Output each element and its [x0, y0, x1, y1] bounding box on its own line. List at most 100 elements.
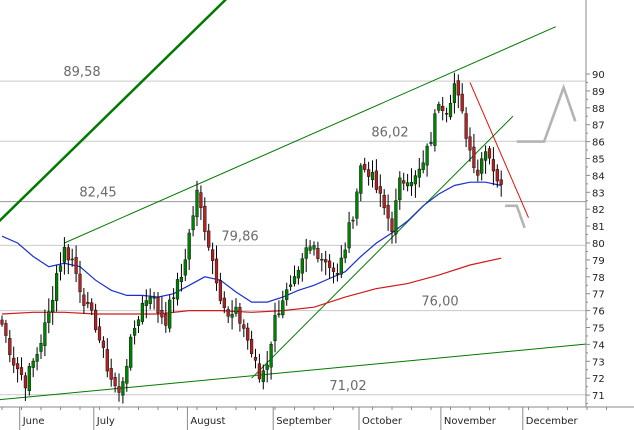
price-tick-label: 71 [592, 391, 605, 402]
candle-body [468, 136, 472, 151]
candle-body [125, 366, 129, 384]
grid-lines [0, 80, 586, 396]
candle-body [370, 171, 375, 181]
month-label: October [362, 416, 403, 427]
candle-body [218, 280, 222, 301]
price-tick-label: 72 [592, 374, 605, 385]
candle-body [456, 80, 460, 96]
candle-body [285, 289, 289, 300]
candle-body [35, 354, 39, 362]
candle-body [433, 113, 437, 146]
candle-body [265, 364, 269, 370]
candle-body [480, 158, 484, 174]
trend-lines [0, 0, 619, 401]
candle-body [491, 159, 495, 172]
candle-body [390, 218, 394, 233]
trendline [64, 26, 557, 244]
candle-body [27, 366, 31, 392]
candle-body [117, 386, 121, 393]
level-label: 76,00 [421, 295, 458, 310]
candles [0, 72, 503, 404]
candle-body [406, 182, 410, 187]
moving-average-line [1, 257, 502, 315]
month-label: December [526, 416, 579, 427]
candle-body [277, 313, 281, 316]
moving-averages [1, 181, 502, 315]
candle-body [183, 259, 187, 276]
candle-body [226, 309, 230, 317]
candle-body [445, 112, 449, 115]
projection-line [505, 204, 526, 229]
level-label: 79,86 [221, 229, 258, 244]
candle-body [269, 343, 273, 368]
candle-body [351, 219, 355, 222]
month-label: November [444, 416, 497, 427]
candle-body [367, 169, 371, 177]
candle-body [23, 375, 27, 389]
candle-body [448, 103, 453, 118]
price-tick-label: 75 [592, 324, 605, 335]
month-label: August [190, 416, 225, 427]
candle-body [441, 106, 445, 111]
price-tick-label: 90 [592, 70, 605, 81]
projection-lines [505, 83, 577, 229]
candle-body [253, 356, 258, 361]
level-labels: 89,58 86,02 82,45 79,86 76,00 71,02 [63, 65, 458, 394]
candle-body [101, 340, 105, 348]
projection-line [516, 83, 577, 143]
candle-body [171, 297, 176, 299]
candle-body [129, 336, 133, 368]
candle-body [273, 315, 277, 342]
candle-body [324, 259, 328, 263]
candle-body [144, 300, 148, 306]
candle-body [191, 215, 195, 231]
candle-body [460, 93, 464, 112]
candle-body [304, 247, 308, 259]
candle-body [339, 257, 343, 275]
candle-body [199, 192, 203, 208]
candle-body [257, 363, 261, 380]
candle-body [179, 277, 183, 282]
candle-body [222, 297, 226, 308]
trendline [469, 82, 529, 218]
candle-body [378, 186, 382, 194]
candle-body [86, 302, 90, 305]
candle-body [464, 113, 468, 139]
price-tick-label: 78 [592, 273, 605, 284]
candle-body [246, 327, 250, 341]
candle-body [214, 258, 219, 284]
candle-body [413, 175, 417, 185]
candle-body [499, 179, 503, 185]
candle-body [328, 260, 332, 268]
candle-body [230, 314, 234, 318]
candle-body [203, 205, 207, 232]
candle-body [66, 247, 70, 261]
price-tick-label: 88 [592, 104, 605, 115]
candle-body [148, 297, 152, 304]
candle-body [421, 162, 425, 170]
candle-body [261, 370, 265, 382]
candle-body [425, 145, 429, 166]
candle-body [308, 246, 312, 251]
price-tick-label: 81 [592, 222, 605, 233]
candle-body [452, 83, 456, 104]
candle-body [495, 169, 499, 182]
candle-body [363, 163, 367, 170]
candle-body [429, 142, 433, 144]
candle-body [296, 270, 300, 279]
price-tick-label: 85 [592, 155, 605, 166]
candle-body [476, 169, 480, 176]
candle-body [0, 319, 4, 325]
candle-body [113, 376, 117, 387]
candle-body [320, 259, 324, 261]
candle-body [335, 273, 339, 275]
price-tick-label: 76 [592, 307, 605, 318]
candle-body [242, 324, 246, 329]
level-label: 82,45 [79, 186, 116, 201]
candle-body [300, 258, 304, 274]
candle-body [62, 246, 66, 263]
candle-body [168, 299, 172, 329]
